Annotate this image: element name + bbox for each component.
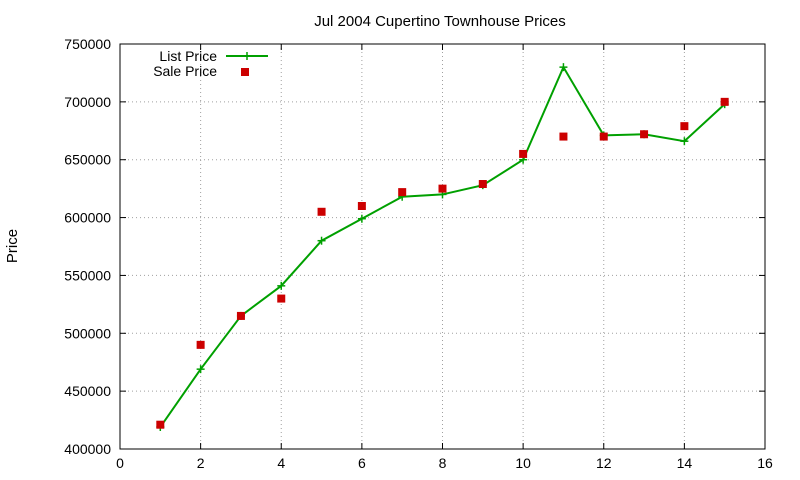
list-price-point xyxy=(317,236,326,245)
x-tick-label: 14 xyxy=(677,455,693,471)
list-price-point xyxy=(277,281,286,290)
y-tick-label: 500000 xyxy=(64,325,111,341)
y-tick-label: 550000 xyxy=(64,267,111,283)
legend-swatch-sale-price xyxy=(241,68,249,76)
x-tick-label: 4 xyxy=(277,455,285,471)
x-tick-label: 0 xyxy=(116,455,124,471)
y-axis-label: Price xyxy=(4,229,21,263)
sale-price-point xyxy=(277,294,286,303)
sale-price-point xyxy=(720,97,729,106)
sale-price-point xyxy=(599,132,608,141)
list-price-point xyxy=(559,63,568,72)
x-tick-label: 2 xyxy=(197,455,205,471)
sale-price-point xyxy=(196,340,205,349)
y-tick-label: 450000 xyxy=(64,383,111,399)
sale-price-point xyxy=(398,188,407,197)
list-price-point xyxy=(357,214,366,223)
y-tick-label: 650000 xyxy=(64,152,111,168)
x-tick-label: 10 xyxy=(515,455,531,471)
x-axis-ticks: 0 2 4 6 8 10 12 14 16 xyxy=(116,44,773,471)
y-tick-label: 750000 xyxy=(64,36,111,52)
x-tick-label: 16 xyxy=(757,455,773,471)
y-tick-label: 400000 xyxy=(64,441,111,457)
sale-price-point xyxy=(478,180,487,189)
y-tick-label: 700000 xyxy=(64,94,111,110)
sale-price-point xyxy=(357,202,366,210)
sale-price-point xyxy=(559,132,568,141)
list-price-line xyxy=(159,64,726,428)
sale-price-point xyxy=(236,311,245,320)
y-axis-ticks: 400000 450000 500000 550000 600000 650000 7000… xyxy=(64,36,765,457)
legend-label-sale-price: Sale Price xyxy=(153,63,217,79)
chart-title: Jul 2004 Cupertino Townhouse Prices xyxy=(314,13,566,30)
sale-price-point xyxy=(438,184,447,193)
sale-price-point xyxy=(640,130,649,139)
grid-lines xyxy=(120,44,765,449)
x-tick-label: 12 xyxy=(596,455,612,471)
plot-series xyxy=(156,63,729,432)
list-price-point xyxy=(680,137,689,146)
legend-label-list-price: List Price xyxy=(159,48,217,64)
sale-price-point xyxy=(519,149,528,158)
sale-price-point xyxy=(317,207,326,216)
list-price-point xyxy=(196,365,205,374)
plot-frame xyxy=(119,43,766,450)
y-tick-label: 600000 xyxy=(64,210,111,226)
x-tick-label: 8 xyxy=(439,455,447,471)
x-tick-label: 6 xyxy=(358,455,366,471)
sale-price-point xyxy=(680,122,689,131)
sale-price-point xyxy=(156,420,165,429)
